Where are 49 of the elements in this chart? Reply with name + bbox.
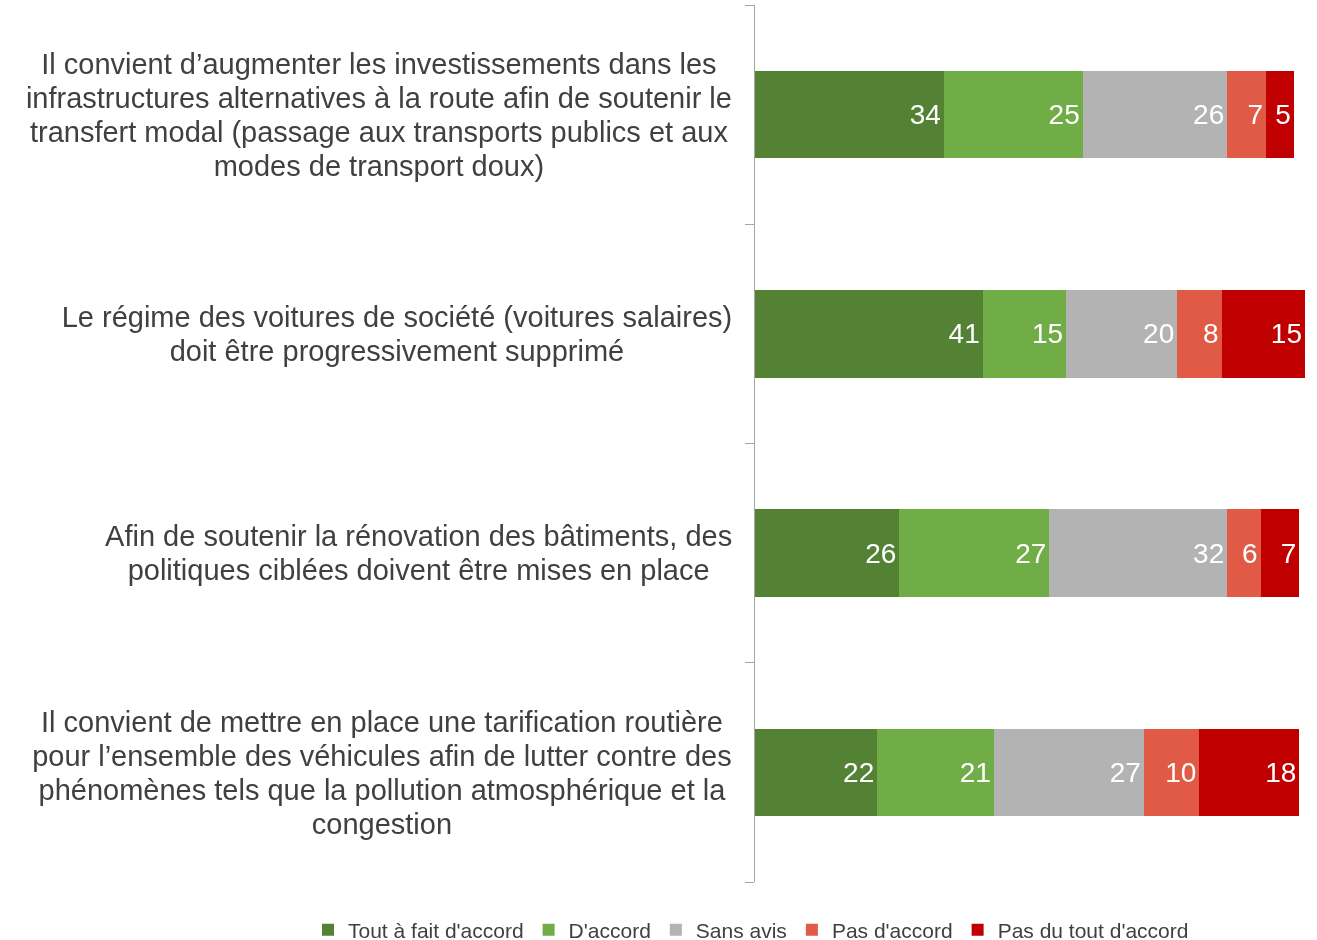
bar [943,70,1083,159]
y-tick-label: Afin de soutenir la rénovation des bâtiments, des politiques ciblées doivent être mises en place [105,520,733,587]
bar [1049,509,1228,597]
y-tick-label: Il convient de mettre en place une tarification routière pour l’ensemble des véhicules afin de lutter contre des phénomènes tels que la pollution atmosphérique et la congestion [32,705,732,840]
bar [1266,70,1294,159]
data-label: 41 [948,318,980,350]
data-label: 34 [909,99,941,131]
bar [755,509,900,597]
data-label: 25 [1048,99,1080,131]
data-label: 26 [865,537,897,569]
y-tick-label: Il convient d’augmenter les investissements dans les infrastructures alternatives à la route afin de soutenir le transfert modal (passage aux transports publics et aux modes de transport doux) [25,47,732,182]
bar [1143,728,1200,817]
bar [1221,290,1305,378]
legend-label: Pas d'accord [831,918,953,940]
data-label: 7 [1280,537,1297,569]
bar [1177,290,1222,378]
data-label: 7 [1247,99,1264,131]
bar [755,728,878,817]
bar [1227,509,1261,597]
legend-label: Pas du tout d'accord [997,918,1189,940]
data-label: 18 [1265,756,1297,788]
data-label: 10 [1165,756,1197,788]
data-label: 5 [1275,99,1291,131]
data-label: 26 [1193,99,1225,131]
data-label: 15 [1031,318,1064,350]
bar [1260,509,1300,597]
legend-label: Tout à fait d'accord [348,918,524,940]
data-label: 20 [1143,318,1175,350]
bar [1227,70,1267,159]
data-label: 27 [1015,537,1047,569]
data-label: 6 [1241,537,1258,569]
data-label: 8 [1203,318,1219,350]
data-label: 21 [959,756,991,788]
bar [993,728,1144,817]
data-label: 32 [1193,537,1225,569]
bar [755,290,983,378]
y-tick-label: Le régime des voitures de société (voitures salaires) doit être progressivement supprimé [61,301,733,368]
data-label: 22 [843,756,875,788]
bar [982,290,1067,378]
legend-label: D'accord [568,918,651,940]
bar [877,728,994,817]
bar [755,70,944,159]
data-label: 15 [1270,318,1302,350]
bar [899,509,1050,597]
bar [1199,728,1300,817]
bar [1082,70,1228,159]
bar [1066,290,1178,378]
data-label: 27 [1109,756,1141,788]
legend-label: Sans avis [695,918,787,940]
